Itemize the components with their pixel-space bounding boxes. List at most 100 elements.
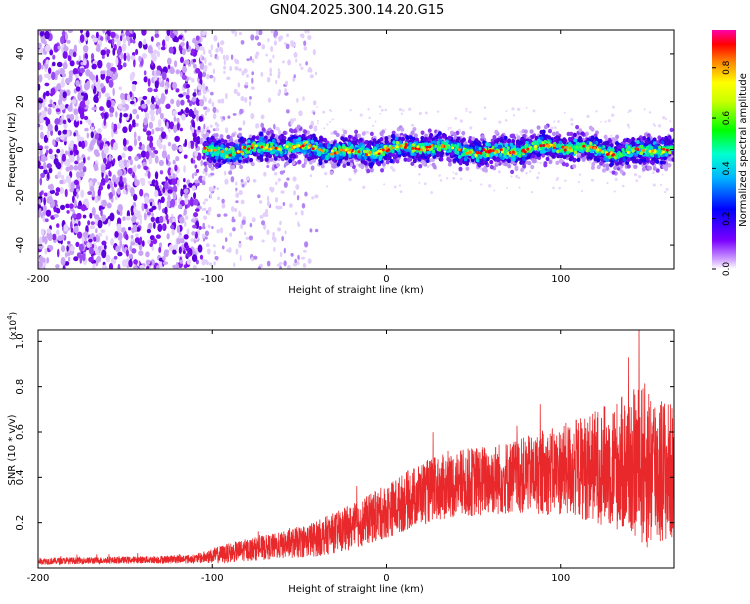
spectrogram-cell — [43, 92, 46, 100]
spectrogram-cell — [108, 154, 112, 161]
spectrogram-cell — [52, 103, 56, 109]
spectrogram-cell — [240, 96, 245, 102]
spectrogram-cell — [208, 62, 213, 66]
spectrogram-cell — [296, 124, 301, 129]
spectrogram-cell — [383, 183, 386, 186]
spectrogram-cell — [551, 131, 556, 137]
spectrogram-cell — [163, 251, 169, 257]
spectrogram-cell — [89, 233, 95, 241]
spectrogram-cell — [158, 45, 161, 51]
spectrogram-cell — [61, 45, 64, 54]
spectrogram-cell — [198, 115, 204, 122]
spectrogram-cell — [517, 107, 521, 112]
spectrogram-cell — [483, 168, 488, 173]
spectrogram-cell — [43, 192, 48, 197]
spectrogram-cell — [250, 113, 255, 120]
spectrogram-cell — [301, 163, 306, 169]
spectrogram-cell — [414, 165, 417, 168]
spectrogram-cell — [121, 43, 127, 52]
spectrogram-cell — [101, 55, 105, 59]
spectrogram-cell — [206, 73, 210, 80]
spectrogram-cell — [279, 251, 283, 258]
spectrogram-cell — [177, 204, 183, 210]
spectrogram-cell — [268, 59, 273, 64]
spectrogram-cell — [75, 241, 80, 248]
spectrogram-cell — [235, 181, 238, 186]
spectrogram-cell — [604, 120, 607, 123]
spectrogram-cell — [100, 177, 106, 186]
spectrogram-cell — [536, 125, 541, 130]
spectrogram-cell — [260, 122, 265, 128]
spectrogram-cell — [191, 231, 196, 236]
spectrogram-cell — [64, 188, 68, 198]
spectrogram-cell — [38, 208, 42, 215]
spectrogram-cell — [297, 159, 302, 165]
spectrogram-cell — [204, 230, 210, 237]
spectrogram-cell — [208, 186, 213, 193]
spectrogram-cell — [38, 259, 43, 268]
spectrogram-cell — [104, 92, 110, 98]
spectrogram-cell — [547, 128, 552, 134]
spectrogram-cell — [216, 187, 220, 191]
spectrogram-cell — [504, 118, 508, 122]
spectrogram-cell — [430, 191, 433, 194]
spectrogram-cell — [400, 136, 405, 142]
spectrogram-cell — [259, 157, 264, 163]
spectrogram-cell — [73, 108, 79, 116]
spectrogram-cell — [284, 80, 289, 86]
spectrogram-cell — [198, 225, 202, 230]
spectrogram-cell — [109, 106, 115, 114]
spectrogram-cell — [101, 112, 105, 119]
spectrogram-cell — [154, 155, 159, 164]
spectrogram-cell — [192, 159, 196, 164]
spectrogram-cell — [607, 119, 611, 123]
spectrogram-cell — [512, 114, 516, 117]
spectrogram-cell — [118, 86, 123, 91]
spectrogram-cell — [169, 32, 175, 39]
spectrogram-cell — [65, 166, 71, 172]
spectrogram-cell — [173, 115, 177, 122]
figure-title: GN04.2025.300.14.20.G15 — [270, 3, 445, 18]
spectrogram-cell — [119, 239, 123, 249]
spectrogram-cell — [68, 30, 73, 34]
spectrogram-cell — [183, 59, 190, 65]
spectrogram-cell — [555, 160, 560, 165]
spectrogram-cell — [172, 110, 178, 116]
spectrogram-cell — [150, 95, 155, 105]
spectrogram-cell — [159, 112, 164, 120]
spectrogram-cell — [603, 134, 608, 140]
spectrogram-cell — [221, 245, 225, 250]
spectrogram-cell — [121, 107, 126, 112]
spectrogram-cell — [662, 164, 667, 170]
spectrogram-cell — [293, 190, 297, 196]
spectrogram-cell — [285, 43, 290, 50]
spectrogram-cell — [465, 107, 468, 111]
spectrogram-cell — [309, 228, 313, 233]
spectrogram-cell — [151, 205, 157, 211]
spectrogram-cell — [284, 155, 289, 161]
spectrogram-cell — [137, 164, 141, 169]
spectrogram-cell — [590, 165, 595, 170]
spectrogram-cell — [175, 156, 180, 162]
spectrogram-cell — [569, 131, 574, 137]
spectrogram-cell — [130, 71, 136, 78]
spectrogram-cell — [210, 91, 214, 96]
spectrogram-cell — [284, 88, 288, 94]
spectrogram-cell — [184, 138, 188, 148]
spectrogram-cell — [202, 234, 206, 239]
spectrogram-cell — [179, 56, 185, 64]
spectrogram-cell — [147, 45, 153, 54]
spectrogram-cell — [154, 33, 160, 38]
spectrogram-cell — [221, 198, 225, 204]
spectrogram-cell — [61, 153, 67, 162]
spectrogram-cell — [39, 177, 43, 186]
spectrogram-cell — [661, 173, 664, 176]
spectrogram-cell — [611, 170, 616, 175]
spectrogram-cell — [263, 223, 267, 230]
spectrogram-cell — [117, 169, 123, 177]
spectrogram-cell — [112, 158, 116, 164]
spectrogram-cell — [79, 256, 83, 264]
spectrogram-cell — [64, 150, 68, 156]
spectrogram-cell — [102, 30, 106, 34]
spectrogram-cell — [507, 163, 512, 169]
